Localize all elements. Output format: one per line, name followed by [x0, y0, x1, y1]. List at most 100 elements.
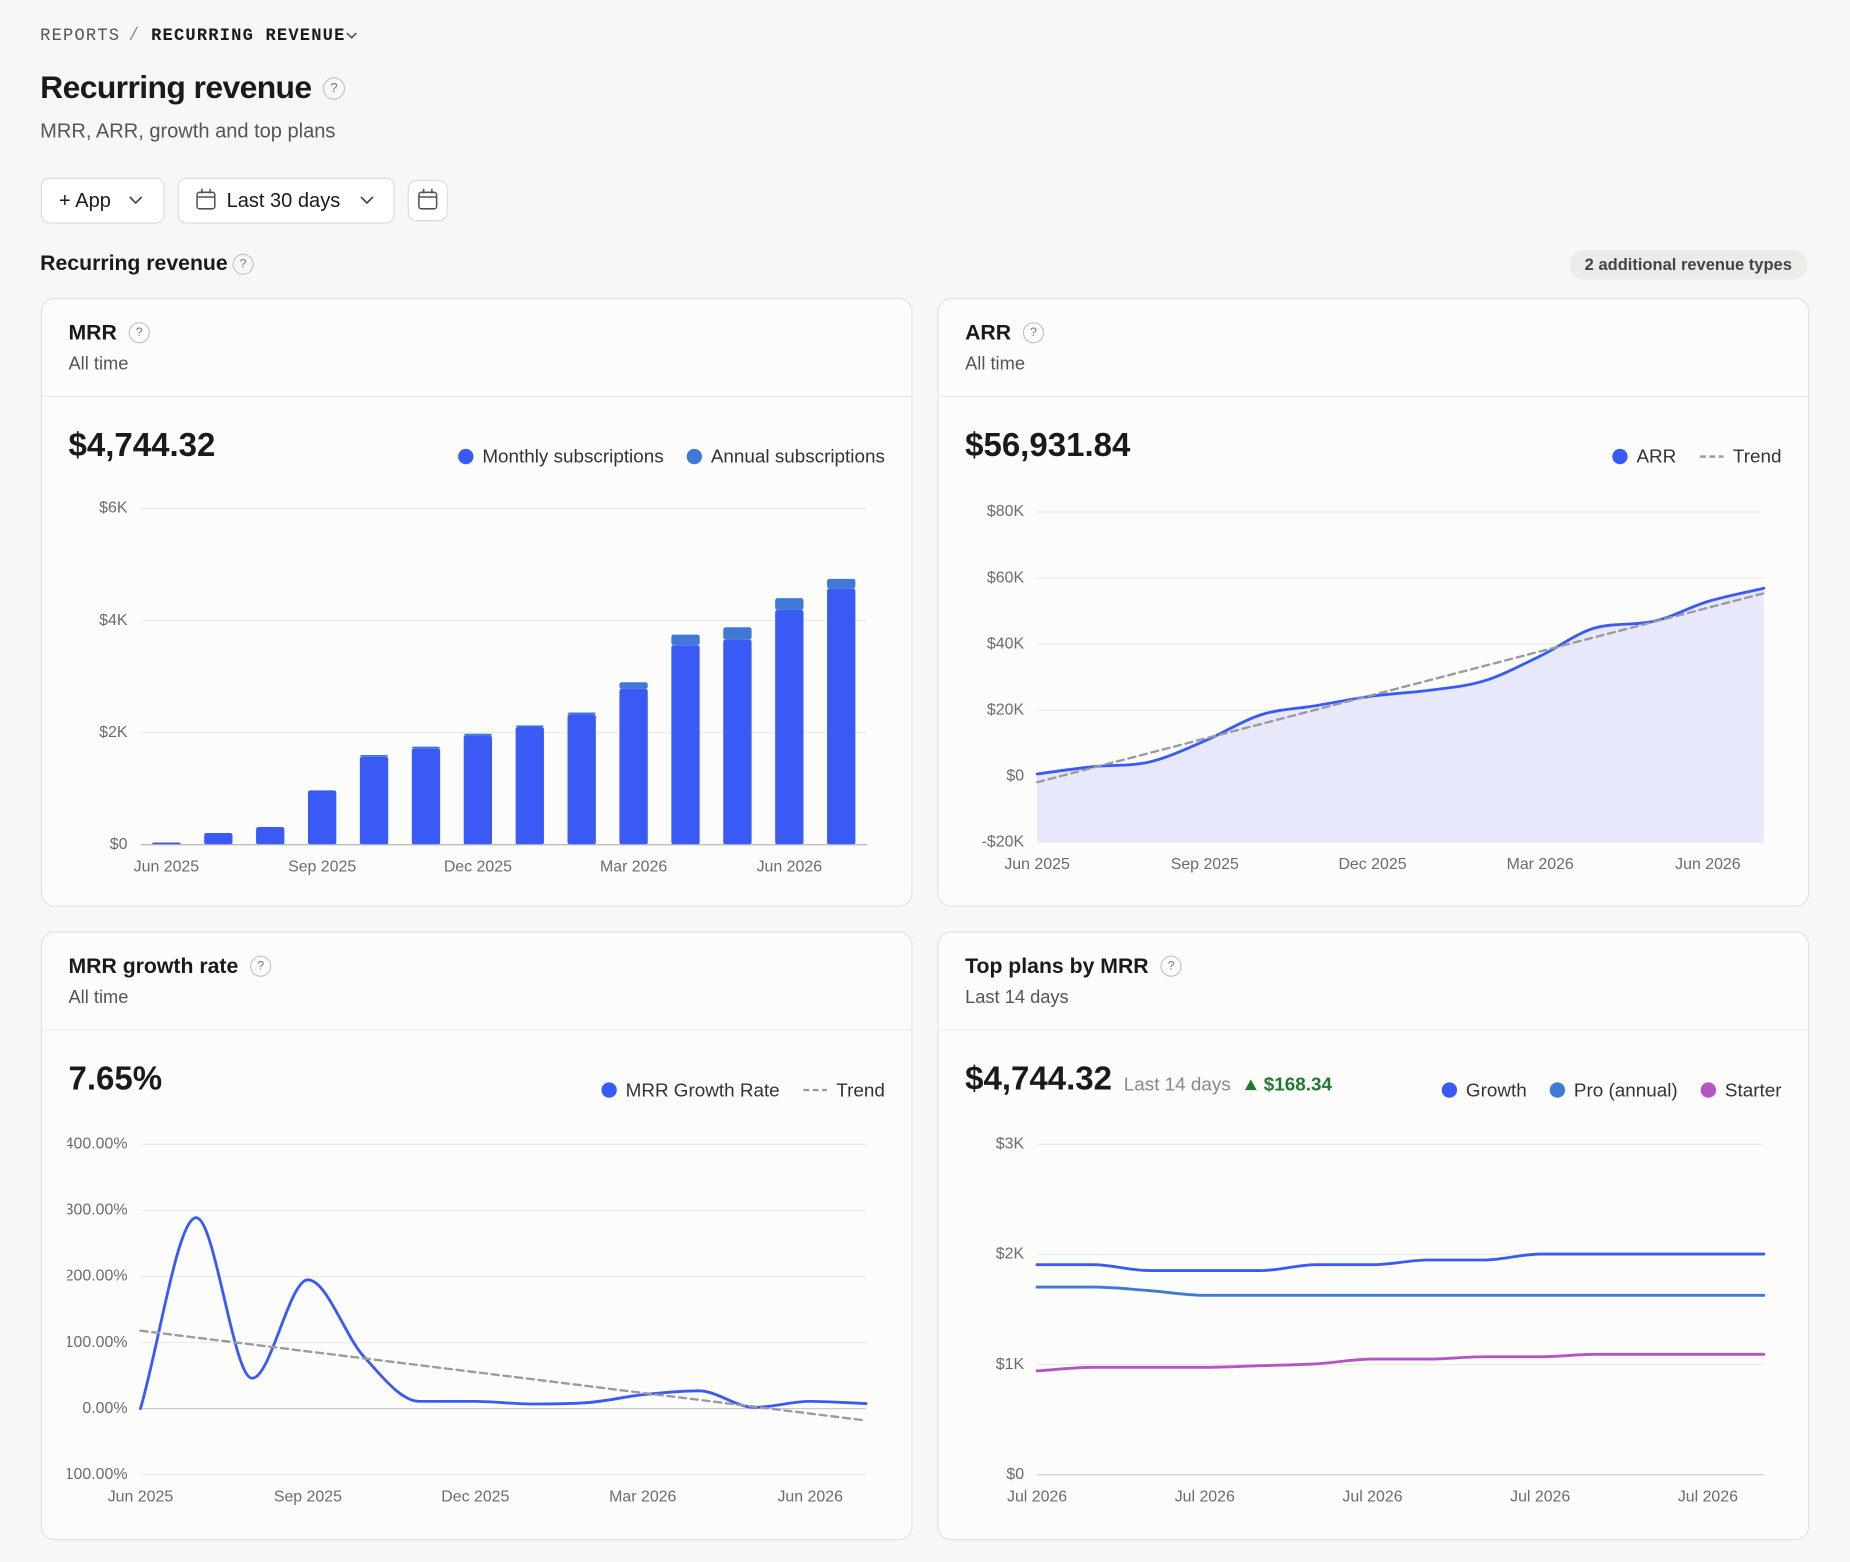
y-tick-label: $0: [1006, 767, 1024, 784]
y-tick-label: $80K: [987, 503, 1025, 520]
help-icon[interactable]: [1022, 322, 1045, 344]
plot: -$20K $0 $20K $40K $60K $80K: [982, 503, 1766, 851]
headline-value: $56,931.84: [965, 426, 1131, 463]
bar-segment: [775, 598, 804, 610]
badge-label: 2 additional revenue types: [1585, 256, 1792, 274]
bar-segment: [671, 645, 700, 845]
help-icon-text: ?: [257, 958, 264, 972]
y-tick-label: $20K: [987, 701, 1025, 718]
card: [40, 931, 913, 1541]
help-icon[interactable]: [232, 253, 254, 275]
x-tick-label: Dec 2025: [1338, 856, 1406, 873]
breadcrumb-parent[interactable]: REPORTS: [40, 27, 120, 46]
date-range-button[interactable]: [177, 177, 395, 224]
help-icon[interactable]: [322, 77, 346, 100]
plot: $0 $1K $2K $3K: [996, 1136, 1766, 1483]
x-tick-label: Jul 2026: [1007, 1488, 1067, 1505]
legend-label: Annual subscriptions: [711, 446, 885, 467]
page-subtitle: MRR, ARR, growth and top plans: [40, 120, 335, 142]
y-tick-label: $2K: [996, 1246, 1025, 1263]
x-tick-label: Dec 2025: [444, 858, 512, 875]
calendar-button[interactable]: [407, 179, 448, 222]
y-tick-label: -$20K: [982, 834, 1025, 851]
legend-swatch: [458, 448, 474, 465]
bar-segment: [307, 790, 337, 845]
help-icon[interactable]: [1160, 955, 1182, 977]
card-subtitle: All time: [965, 352, 1025, 373]
legend-swatch: [1549, 1082, 1566, 1098]
bar-segment: [567, 712, 596, 715]
help-icon[interactable]: [128, 322, 150, 344]
legend-label: Starter: [1725, 1079, 1782, 1100]
page-title: Recurring revenue: [40, 69, 311, 105]
bar-segment: [256, 827, 285, 845]
breadcrumb-separator: /: [129, 27, 139, 46]
trend-line: [139, 1329, 868, 1422]
y-tick-label: 200.00%: [65, 1268, 128, 1285]
bar-segment: [827, 588, 856, 845]
change-value: $168.34: [1264, 1073, 1333, 1094]
card-subtitle: All time: [68, 986, 128, 1007]
y-tick-label: $2K: [99, 724, 128, 741]
legend-label: Growth: [1466, 1079, 1527, 1100]
bar-segment: [567, 714, 596, 845]
legend-label: MRR Growth Rate: [626, 1079, 780, 1100]
chevron: [129, 196, 143, 205]
date-range-label: Last 30 days: [227, 190, 341, 212]
legend-label: Trend: [1733, 446, 1782, 467]
x-tick-label: Sep 2025: [274, 1488, 342, 1505]
badge[interactable]: [1569, 250, 1808, 280]
help-icon-text: ?: [240, 257, 247, 271]
section-title: Recurring revenue: [40, 252, 228, 275]
breadcrumb-current[interactable]: RECURRING REVENUE: [151, 27, 345, 46]
change-arrow: [1244, 1079, 1257, 1091]
bar-segment: [723, 639, 752, 845]
card-title: Top plans by MRR: [965, 955, 1148, 978]
bar-segment: [359, 755, 389, 757]
legend-label: Trend: [836, 1079, 885, 1100]
y-tick-label: $1K: [996, 1356, 1025, 1373]
help-icon[interactable]: [250, 955, 272, 977]
card: [937, 931, 1810, 1541]
y-tick-label: $4K: [99, 612, 128, 629]
bar-segment: [463, 733, 493, 736]
y-tick-label: 400.00%: [65, 1136, 128, 1153]
series-line: [1035, 1252, 1766, 1272]
area: [1037, 588, 1764, 843]
x-tick-label: Jul 2026: [1678, 1488, 1738, 1505]
x-tick-label: Jun 2026: [777, 1488, 843, 1505]
help-icon-text: ?: [330, 80, 337, 95]
bar-segment: [411, 746, 441, 749]
legend-swatch: [686, 448, 703, 465]
bar-segment: [827, 578, 856, 589]
legend-label: Monthly subscriptions: [482, 446, 663, 467]
card-subtitle: Last 14 days: [965, 986, 1069, 1007]
bar-segment: [723, 627, 752, 640]
x-tick-label: Jun 2025: [1004, 856, 1070, 873]
y-tick-label: $40K: [987, 635, 1025, 652]
y-tick-label: $0: [1006, 1466, 1024, 1483]
bar-segment: [775, 609, 804, 845]
y-tick-label: $3K: [996, 1136, 1025, 1153]
calendar-icon: [418, 188, 438, 210]
card-subtitle: All time: [68, 352, 128, 373]
x-tick-label: Mar 2026: [600, 858, 667, 875]
card-title: ARR: [965, 321, 1011, 344]
chevron: [346, 32, 357, 39]
bar-segment: [619, 688, 648, 845]
app-button[interactable]: [40, 177, 165, 224]
series-line: [1035, 1285, 1766, 1297]
y-tick-label: 100.00%: [65, 1334, 128, 1351]
headline-period: Last 14 days: [1124, 1073, 1231, 1094]
card-title: MRR growth rate: [68, 955, 238, 978]
legend-swatch: [1700, 1082, 1717, 1098]
x-tick-label: Jun 2025: [134, 858, 200, 875]
series-line: [139, 1216, 868, 1411]
legend-label: Pro (annual): [1574, 1079, 1678, 1100]
y-tick-label: $6K: [99, 500, 128, 517]
help-icon-text: ?: [1168, 958, 1175, 972]
y-tick-label: $0: [110, 836, 128, 853]
x-tick-label: Sep 2025: [1171, 856, 1239, 873]
app-button-label: + App: [59, 190, 111, 212]
